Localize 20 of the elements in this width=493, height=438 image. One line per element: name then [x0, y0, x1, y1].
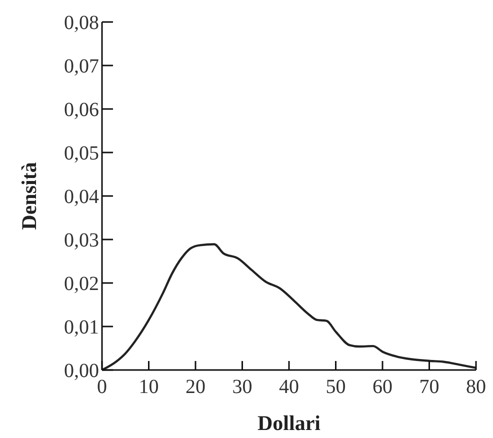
- y-tick-label: 0,03: [64, 230, 99, 252]
- y-tick-label: 0,00: [64, 360, 99, 382]
- x-tick-label: 20: [186, 376, 206, 398]
- y-tick-label: 0,05: [64, 142, 99, 164]
- y-tick-label: 0,07: [64, 56, 99, 78]
- x-tick-label: 80: [466, 376, 486, 398]
- x-tick-label: 30: [232, 376, 252, 398]
- y-tick-label: 0,08: [64, 12, 99, 34]
- x-tick-label: 70: [419, 376, 440, 398]
- x-tick-label: 40: [279, 376, 299, 398]
- y-tick-label: 0,06: [64, 99, 99, 121]
- x-tick-label: 60: [372, 376, 392, 398]
- y-axis-title: Densità: [17, 162, 41, 230]
- y-tick-label: 0,02: [64, 273, 99, 295]
- y-tick-label: 0,01: [64, 316, 99, 338]
- y-tick-label: 0,04: [64, 186, 99, 208]
- x-axis-title: Dollari: [258, 411, 321, 435]
- x-tick-label: 0: [97, 376, 107, 398]
- x-tick-label: 50: [326, 376, 346, 398]
- x-tick-label: 10: [138, 376, 159, 398]
